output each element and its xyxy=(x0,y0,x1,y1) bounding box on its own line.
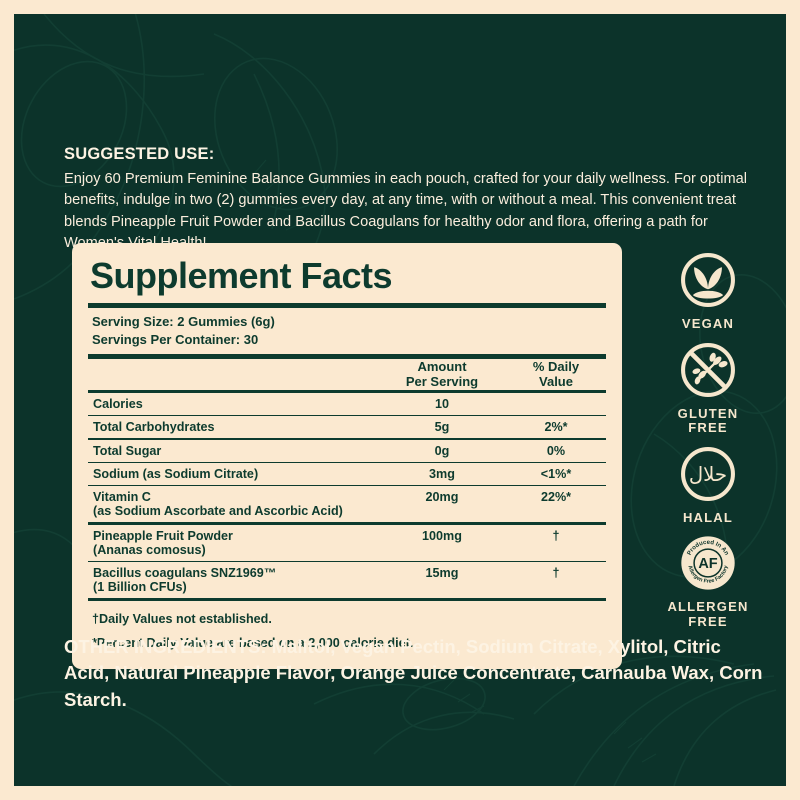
halal-arabic-text: حلال xyxy=(689,463,727,486)
row-daily-value xyxy=(506,393,606,415)
table-row: Vitamin C (as Sodium Ascorbate and Ascor… xyxy=(88,486,606,522)
badge-label-line2: FREE xyxy=(688,420,728,436)
servings-per-container: Servings Per Container: 30 xyxy=(92,331,259,347)
allergen-free-seal-icon: Produced In An Allergen Free Factory AF xyxy=(681,536,735,590)
badge-label-line1: ALLERGEN xyxy=(667,599,749,615)
rule-under-title xyxy=(88,302,606,308)
serving-size: Serving Size: 2 Gummies (6g) xyxy=(92,313,275,329)
row-divider xyxy=(88,484,606,487)
other-ingredients-section: OTHER INGREDIENTS: Malitol, Vegan Pectin… xyxy=(64,634,764,713)
suggested-use-heading: SUGGESTED USE: xyxy=(64,145,215,163)
badge-label-line1: VEGAN xyxy=(681,316,735,331)
badge-label-line1: HALAL xyxy=(682,509,734,525)
row-divider xyxy=(88,561,606,563)
table-row: Total Carbohydrates 5g 2%* xyxy=(88,416,606,438)
table-header-row: Amount Per Serving % Daily Value xyxy=(88,359,606,390)
table-row: Calories 10 xyxy=(88,393,606,415)
seal-initials: AF xyxy=(698,556,717,572)
rule-above-footnotes xyxy=(88,598,606,602)
footnote-asterisk: *Percent Daily Value are based on a 2,00… xyxy=(92,635,414,650)
rule-under-serving xyxy=(88,353,606,359)
table-row: Sodium (as Sodium Citrate) 3mg <1%* xyxy=(88,463,606,485)
badge-allergen-free: Produced In An Allergen Free Factory AF … xyxy=(648,534,768,629)
row-amount: 20mg xyxy=(425,490,459,505)
row-daily-value: <1%* xyxy=(540,466,572,481)
row-daily-value: † xyxy=(552,566,560,581)
row-amount: 15mg xyxy=(425,566,459,581)
row-name: Total Carbohydrates xyxy=(93,420,215,435)
row-name: Bacillus coagulans SNZ1969™ xyxy=(93,566,277,581)
badge-gluten-free: GLUTEN FREE xyxy=(648,341,768,436)
row-daily-value: 22%* xyxy=(540,490,572,505)
footnote-dagger: †Daily Values not established. xyxy=(92,612,272,627)
row-name: Vitamin C xyxy=(93,490,151,505)
badge-label: VEGAN xyxy=(648,316,768,332)
row-divider xyxy=(88,522,606,526)
row-daily-value: 0% xyxy=(546,443,566,458)
row-amount: 100mg xyxy=(422,529,462,544)
badge-label: GLUTEN FREE xyxy=(648,405,768,436)
serving-info: Serving Size: 2 Gummies (6g) Servings Pe… xyxy=(88,308,606,354)
suggested-use-body: Enjoy 60 Premium Feminine Balance Gummie… xyxy=(64,171,747,251)
header-dv-line2: Value xyxy=(539,374,573,390)
other-ingredients-heading: OTHER INGREDIENTS: xyxy=(64,636,267,657)
row-daily-value: † xyxy=(552,529,560,544)
suggested-use-section: SUGGESTED USE: Enjoy 60 Premium Feminine… xyxy=(64,145,754,255)
row-name: Pineapple Fruit Powder xyxy=(93,529,233,544)
nutrition-table: Amount Per Serving % Daily Value Calorie… xyxy=(88,359,606,599)
row-amount: 3mg xyxy=(429,466,455,481)
row-divider xyxy=(88,438,606,440)
footnotes: †Daily Values not established. *Percent … xyxy=(88,601,606,656)
table-row: Pineapple Fruit Powder (Ananas comosus) … xyxy=(88,525,606,561)
badge-label-line2: FREE xyxy=(688,613,728,629)
row-amount: 0g xyxy=(434,443,450,458)
row-subtext: (1 Billion CFUs) xyxy=(93,580,187,595)
header-amount-per-serving: Amount Per Serving xyxy=(378,359,506,390)
row-subtext: (as Sodium Ascorbate and Ascorbic Acid) xyxy=(93,504,343,519)
row-daily-value: 2%* xyxy=(544,420,568,435)
badge-label: ALLERGEN FREE xyxy=(648,599,768,629)
row-divider xyxy=(88,414,606,417)
rule-under-headers xyxy=(88,389,606,393)
badge-label: HALAL xyxy=(648,509,768,526)
badge-label-line1: GLUTEN xyxy=(677,405,739,421)
supplement-facts-panel: Supplement Facts Serving Size: 2 Gummies… xyxy=(72,243,622,670)
badge-vegan: VEGAN xyxy=(648,251,768,332)
badge-halal: حلال HALAL xyxy=(648,445,768,526)
table-row: Total Sugar 0g 0% xyxy=(88,440,606,462)
row-amount: 5g xyxy=(434,420,450,435)
header-dv-line1: % Daily xyxy=(532,358,580,374)
halal-arabic-icon: حلال xyxy=(681,446,735,501)
header-nutrient xyxy=(88,359,378,390)
certification-badges: VEGAN GL xyxy=(648,251,768,638)
other-ingredients-body: Malitol, Vegan Pectin, Sodium Citrate, X… xyxy=(64,636,763,710)
leaves-in-circle-icon xyxy=(681,253,735,307)
row-amount: 10 xyxy=(434,396,449,411)
row-divider xyxy=(88,461,606,463)
table-row: Bacillus coagulans SNZ1969™ (1 Billion C… xyxy=(88,562,606,598)
header-amount-line1: Amount xyxy=(417,358,467,374)
header-daily-value: % Daily Value xyxy=(506,359,606,390)
header-amount-line2: Per Serving xyxy=(405,374,479,390)
crossed-out-wheat-icon xyxy=(681,342,735,397)
supplement-facts-title: Supplement Facts xyxy=(90,255,393,296)
supplement-label-card: SUGGESTED USE: Enjoy 60 Premium Feminine… xyxy=(14,14,786,786)
row-name: Total Sugar xyxy=(93,443,162,458)
row-name: Calories xyxy=(93,396,143,411)
row-name: Sodium (as Sodium Citrate) xyxy=(93,466,259,481)
row-subtext: (Ananas comosus) xyxy=(93,543,206,558)
